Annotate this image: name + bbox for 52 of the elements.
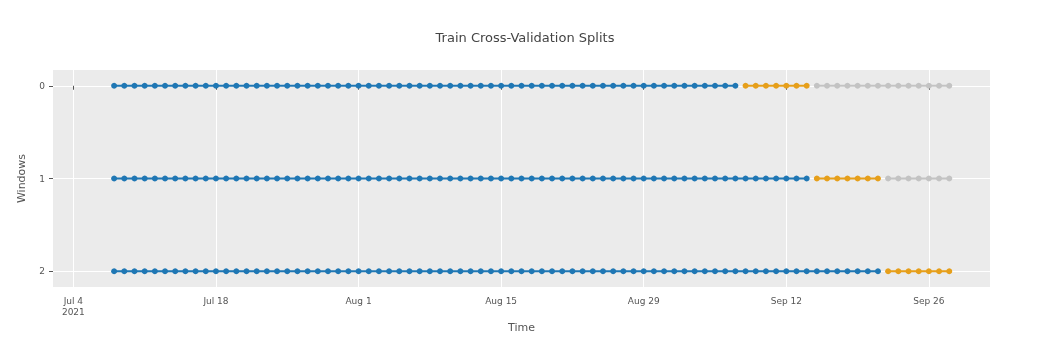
point (915, 82, 922, 89)
point (874, 175, 881, 182)
x-tick-label: Jul 18 (202, 295, 229, 306)
point (793, 82, 800, 89)
point (895, 268, 902, 275)
x-tick-label: Aug 29 (627, 295, 660, 306)
point (925, 82, 932, 89)
point (946, 268, 953, 275)
point (915, 268, 922, 275)
point (925, 175, 932, 182)
chart-title: Train Cross-Validation Splits (434, 30, 615, 45)
point (752, 82, 759, 89)
y-axis-title: Windows (15, 153, 28, 204)
y-tick-label: 0 (39, 80, 46, 91)
point (885, 268, 892, 275)
point (844, 175, 851, 182)
x-tick-label: Jul 4 2021 (61, 295, 85, 317)
point (864, 82, 871, 89)
point (905, 175, 912, 182)
point (895, 82, 902, 89)
point (803, 82, 810, 89)
x-tick-label: Aug 15 (485, 295, 518, 306)
point (874, 82, 881, 89)
y-tick-label: 2 (39, 266, 45, 277)
x-tick-label: Aug 1 (345, 295, 372, 306)
point (885, 82, 892, 89)
point (936, 82, 943, 89)
point (885, 175, 892, 182)
point (905, 82, 912, 89)
point (844, 82, 851, 89)
point (834, 82, 841, 89)
point (925, 268, 932, 275)
point (773, 82, 780, 89)
point (936, 175, 943, 182)
point (905, 268, 912, 275)
point (854, 175, 861, 182)
point (742, 82, 749, 89)
point (762, 82, 769, 89)
point (824, 82, 831, 89)
y-tick-label: 1 (39, 173, 45, 184)
point (864, 175, 871, 182)
point (946, 175, 953, 182)
point (813, 82, 820, 89)
x-axis-title: Time (507, 320, 536, 334)
point (824, 175, 831, 182)
x-tick-label: Sep 26 (913, 295, 945, 306)
point (834, 175, 841, 182)
point (946, 82, 953, 89)
point (813, 175, 820, 182)
x-tick-label: Sep 12 (770, 295, 802, 306)
point (936, 268, 943, 275)
point (854, 82, 861, 89)
